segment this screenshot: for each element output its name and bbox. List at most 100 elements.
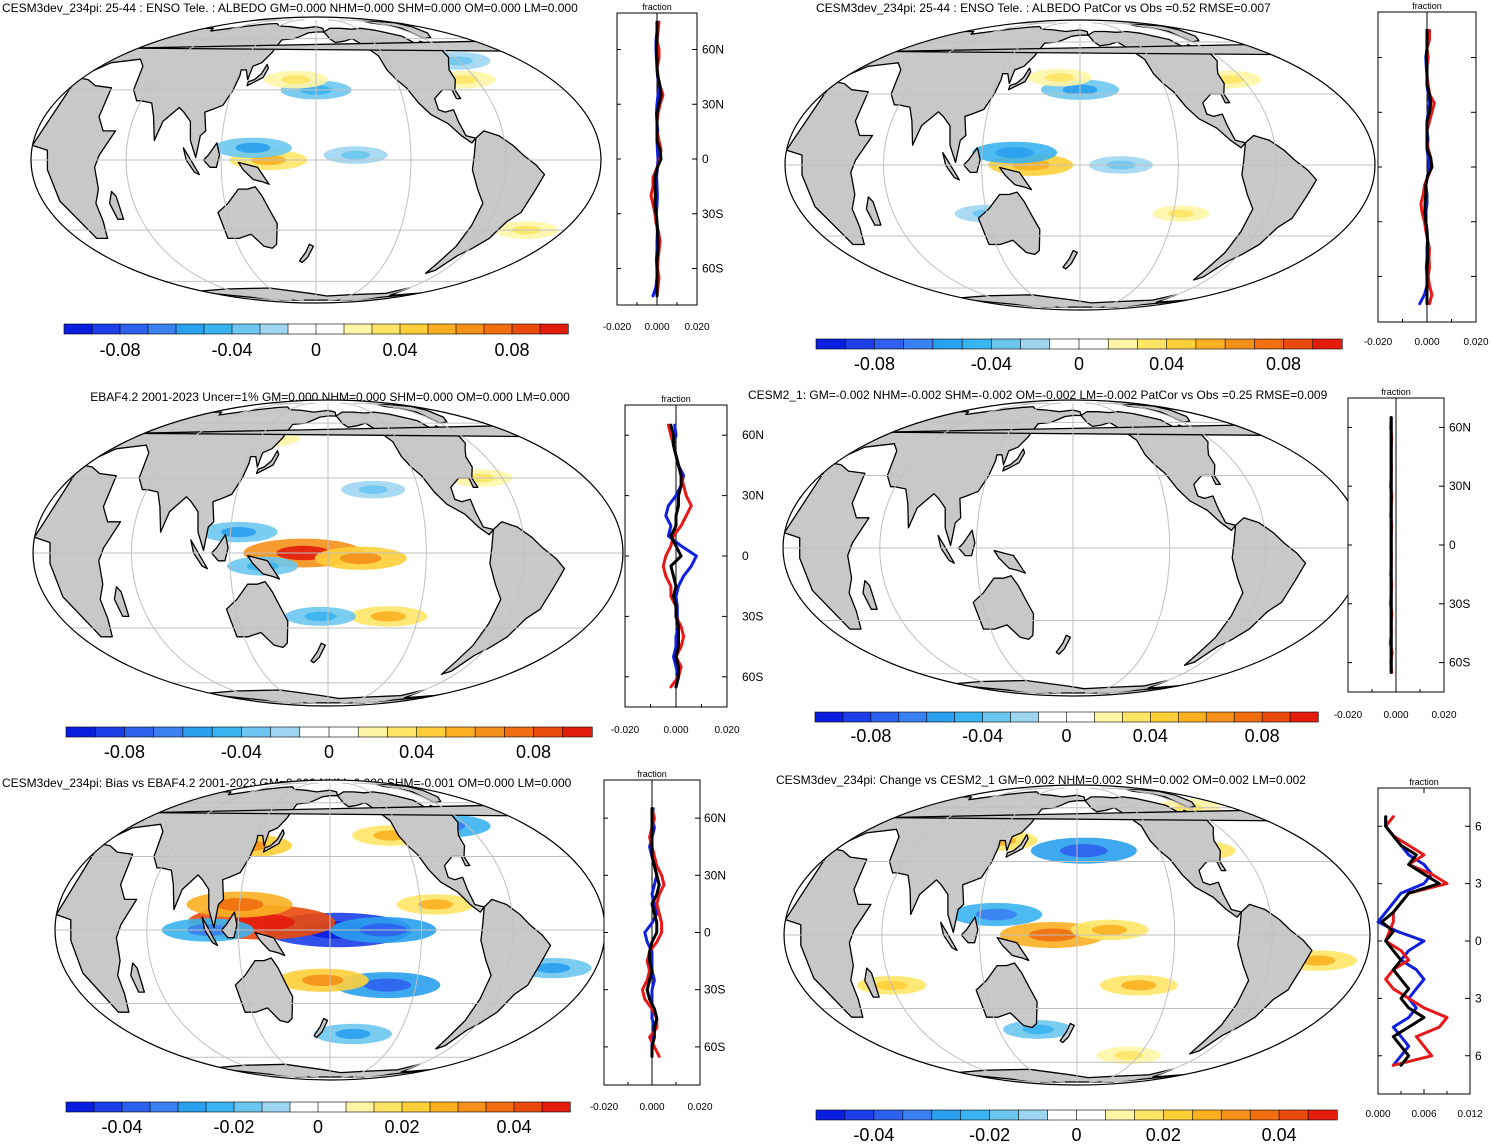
colorbar-tick-label: -0.04 — [971, 354, 1012, 374]
longitude-line — [237, 782, 319, 1078]
land-indonesia-borneo — [957, 529, 976, 557]
profile-xtick-label: -0.020 — [611, 725, 640, 736]
longitude-line — [1097, 402, 1267, 694]
colorbar-box — [844, 1109, 875, 1121]
map — [55, 780, 605, 1080]
colorbar-box — [427, 323, 457, 335]
profile-xtick-label: -0.020 — [603, 322, 632, 333]
land-madagascar — [130, 962, 146, 993]
land-new-guinea — [993, 549, 1026, 574]
longitude-line — [879, 402, 1049, 694]
land-new-zealand — [1062, 249, 1078, 270]
profile-ytick-label: 30N — [704, 868, 726, 882]
longitude-line — [881, 787, 1053, 1083]
colorbar-box — [63, 323, 93, 335]
colorbar-box — [513, 1101, 543, 1113]
land-sumatra — [942, 151, 960, 181]
colorbar-box — [241, 726, 272, 738]
colorbar-tick-label: -0.02 — [213, 1117, 254, 1137]
profile-ytick-label: 30S — [704, 983, 725, 997]
colorbar-box — [844, 338, 876, 350]
colorbar-box — [1312, 338, 1343, 350]
profile-xtick-label: -0.020 — [590, 1102, 619, 1113]
colorbar-box — [1134, 1109, 1164, 1121]
colorbar-box — [1307, 1109, 1338, 1121]
land-new-zealand — [1059, 1022, 1075, 1044]
land-north-america — [335, 411, 495, 536]
panel-4: CESM2_1: GM=-0.002 NHM=-0.002 SHM=-0.002… — [748, 387, 1471, 746]
anomaly-core — [1300, 955, 1336, 966]
colorbar-box — [259, 323, 289, 335]
land-new-guinea — [237, 161, 270, 185]
map-border — [32, 399, 624, 707]
longitude-line — [352, 782, 514, 1078]
colorbar-box — [205, 1101, 235, 1113]
land-japan — [255, 450, 280, 475]
colorbar-tick-label: 0.02 — [384, 1117, 419, 1137]
colorbar-box — [317, 1101, 347, 1113]
colorbar-box — [1283, 338, 1314, 350]
colorbar-box — [182, 726, 213, 738]
longitude-line — [1089, 787, 1176, 1083]
profile-ytick-label: 60S — [702, 262, 723, 276]
profile-ytick-label: 3 — [1475, 877, 1482, 891]
colorbar-box — [328, 726, 359, 738]
profile-xtick-label: 0.000 — [663, 725, 688, 736]
profile-title: fraction — [1381, 387, 1411, 397]
zonal-profile: fraction 60N 30N 0 30S 60S -0.020 0.000 0.020 — [611, 394, 764, 736]
colorbar: -0.08 -0.04 0 0.04 0.08 — [815, 338, 1343, 374]
profile-ytick-label: 30S — [702, 207, 723, 221]
colorbar-box — [1105, 1109, 1135, 1121]
land-africa — [31, 76, 117, 240]
profile-ytick-label: 60N — [1449, 420, 1471, 434]
longitude-line — [975, 402, 1061, 694]
land-south-america — [435, 898, 552, 1050]
colorbar-tick-label: 0.04 — [382, 340, 417, 360]
colorbar-tick-label: 0 — [1074, 354, 1084, 374]
colorbar-box — [989, 1109, 1020, 1121]
longitude-line — [339, 19, 507, 301]
land-south-america — [1192, 134, 1318, 281]
colorbar-box — [345, 1101, 375, 1113]
colorbar: -0.08 -0.04 0 0.04 0.08 — [814, 711, 1319, 746]
colorbar-box — [960, 1109, 991, 1121]
colorbar-tick-label: -0.04 — [211, 340, 252, 360]
panel-6: CESM3dev_234pi: Change vs CESM2_1 GM=0.0… — [776, 773, 1483, 1144]
colorbar-box — [455, 323, 485, 335]
land-new-zealand — [1055, 634, 1072, 655]
profile-ytick-label: 30S — [742, 609, 763, 623]
land-madagascar — [108, 190, 125, 220]
colorbar: -0.08 -0.04 0 0.04 0.08 — [63, 323, 569, 360]
panel-3: EBAF4.2 2001-2023 Uncer=1% GM=0.000 NHM=… — [32, 390, 764, 762]
colorbar-box — [1166, 338, 1197, 350]
land-japan — [246, 63, 270, 87]
anomaly-core — [340, 552, 382, 565]
colorbar-tick-label: -0.04 — [221, 742, 262, 762]
profile-series-black — [669, 423, 683, 689]
colorbar-box — [119, 323, 149, 335]
land-madagascar — [113, 586, 130, 618]
profile-xtick-label: -0.020 — [1334, 710, 1363, 721]
colorbar-box — [1049, 338, 1080, 350]
land-new-zealand — [298, 243, 315, 264]
colorbar-box — [954, 711, 984, 723]
colorbar-box — [1047, 1109, 1078, 1121]
colorbar-box — [898, 711, 928, 723]
land-africa — [33, 464, 122, 638]
colorbar-box — [343, 323, 373, 335]
colorbar-box — [485, 1101, 515, 1113]
colorbar-box — [1261, 711, 1291, 723]
longitude-line — [340, 402, 427, 704]
longitude-line — [352, 402, 526, 704]
colorbar-box — [429, 1101, 459, 1113]
profile-title: fraction — [1409, 777, 1439, 787]
colorbar-box — [1233, 711, 1263, 723]
land-indonesia-borneo — [210, 534, 229, 562]
colorbar-tick-label: -0.08 — [850, 726, 891, 746]
colorbar-box — [1205, 711, 1235, 723]
colorbar-tick-label: 0.04 — [1262, 1125, 1297, 1144]
anomaly-core — [363, 978, 412, 992]
longitude-line — [978, 787, 1065, 1083]
colorbar-box — [1137, 338, 1168, 350]
colorbar-box — [1278, 1109, 1309, 1121]
